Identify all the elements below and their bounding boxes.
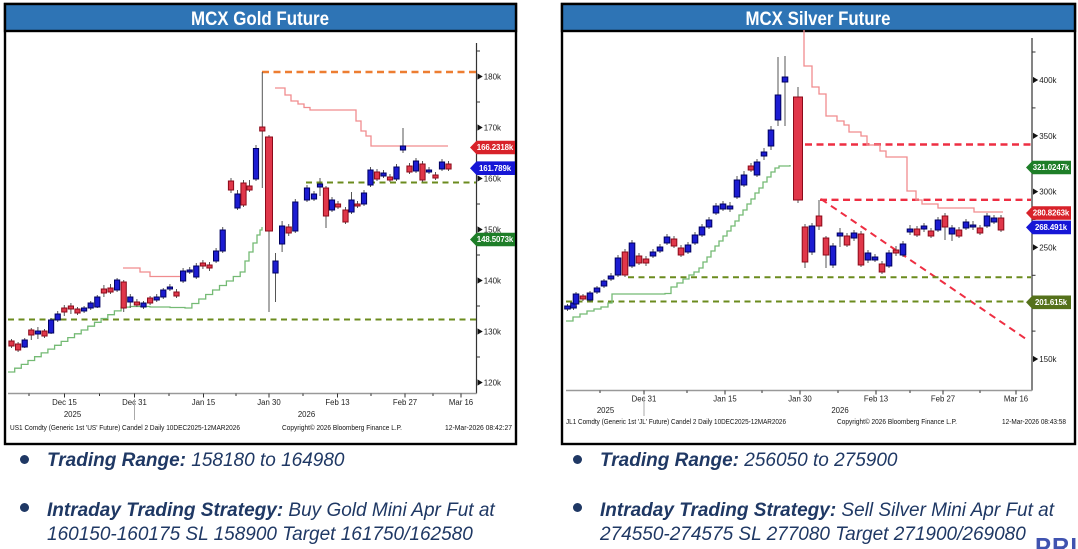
- svg-text:Jan 15: Jan 15: [192, 398, 216, 407]
- svg-text:12-Mar-2026 08:43:58: 12-Mar-2026 08:43:58: [1002, 417, 1066, 426]
- svg-text:170k: 170k: [484, 124, 502, 133]
- svg-text:160k: 160k: [484, 175, 502, 184]
- svg-text:2025: 2025: [64, 410, 82, 419]
- svg-text:166.2318k: 166.2318k: [477, 143, 514, 152]
- svg-text:2025: 2025: [597, 406, 615, 415]
- svg-text:148.5073k: 148.5073k: [477, 235, 514, 244]
- svg-text:2026: 2026: [298, 410, 315, 419]
- svg-text:300k: 300k: [1039, 188, 1057, 197]
- svg-text:Dec 15: Dec 15: [52, 398, 77, 407]
- svg-text:Feb 27: Feb 27: [931, 395, 955, 404]
- svg-text:Feb 13: Feb 13: [325, 398, 349, 407]
- svg-text:268.491k: 268.491k: [1035, 223, 1068, 232]
- svg-text:150k: 150k: [1039, 355, 1057, 364]
- svg-text:201.615k: 201.615k: [1035, 298, 1068, 307]
- svg-text:150k: 150k: [484, 226, 502, 235]
- svg-text:Copyright© 2026 Bloomberg Fina: Copyright© 2026 Bloomberg Finance L.P.: [837, 417, 957, 426]
- svg-text:Feb 27: Feb 27: [393, 398, 417, 407]
- svg-text:400k: 400k: [1039, 76, 1057, 85]
- svg-text:280.8263k: 280.8263k: [1033, 209, 1070, 218]
- svg-text:12-Mar-2026 08:42:27: 12-Mar-2026 08:42:27: [445, 423, 512, 432]
- svg-text:Mar 16: Mar 16: [1004, 395, 1028, 404]
- svg-text:MCX Silver Future: MCX Silver Future: [746, 9, 891, 30]
- svg-text:350k: 350k: [1039, 132, 1057, 141]
- svg-text:Copyright© 2026 Bloomberg Fina: Copyright© 2026 Bloomberg Finance L.P.: [282, 423, 402, 432]
- svg-text:Mar 16: Mar 16: [449, 398, 473, 407]
- svg-text:161.789k: 161.789k: [479, 164, 512, 173]
- svg-text:120k: 120k: [484, 379, 502, 388]
- svg-text:180k: 180k: [484, 73, 502, 82]
- svg-text:Jan 30: Jan 30: [257, 398, 281, 407]
- svg-text:250k: 250k: [1039, 243, 1057, 252]
- svg-text:US1 Comdty (Generic 1st 'US' F: US1 Comdty (Generic 1st 'US' Future) Can…: [10, 423, 240, 432]
- svg-text:Jan 30: Jan 30: [788, 395, 812, 404]
- svg-text:2026: 2026: [831, 406, 848, 415]
- svg-text:321.0247k: 321.0247k: [1033, 163, 1070, 172]
- svg-text:Jan 15: Jan 15: [713, 395, 737, 404]
- svg-text:JL1 Comdty (Generic 1st 'JL' F: JL1 Comdty (Generic 1st 'JL' Future) Can…: [566, 417, 786, 426]
- svg-text:MCX Gold Future: MCX Gold Future: [191, 9, 329, 30]
- svg-text:140k: 140k: [484, 277, 502, 286]
- svg-text:130k: 130k: [484, 328, 502, 337]
- svg-text:Feb 13: Feb 13: [864, 395, 888, 404]
